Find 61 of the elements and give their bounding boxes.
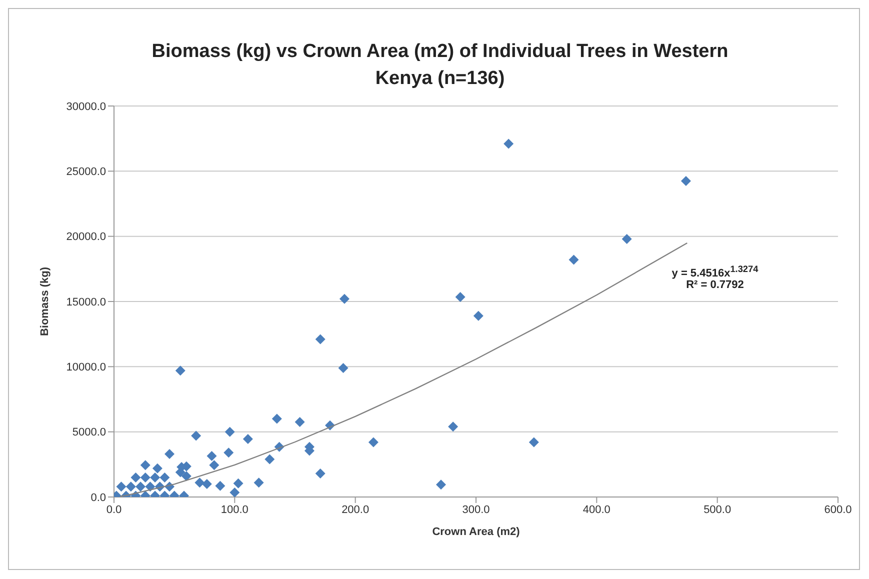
point bbox=[242, 434, 253, 444]
point bbox=[130, 472, 141, 482]
x-tick-label: 100.0 bbox=[220, 504, 248, 516]
point bbox=[680, 176, 691, 186]
y-tick-label: 0.0 bbox=[90, 492, 106, 504]
point bbox=[160, 472, 170, 482]
point bbox=[254, 478, 264, 488]
point bbox=[206, 450, 217, 461]
point bbox=[150, 472, 160, 482]
y-tick-label: 10000.0 bbox=[66, 362, 106, 374]
y-tick-label: 5000.0 bbox=[72, 426, 106, 439]
x-axis-title: Crown Area (m2) bbox=[432, 526, 520, 538]
point bbox=[436, 480, 446, 490]
x-tick-label: 500.0 bbox=[704, 504, 732, 516]
point bbox=[181, 471, 192, 482]
y-tick-label: 15000.0 bbox=[66, 296, 106, 308]
point bbox=[272, 414, 282, 424]
point bbox=[233, 478, 244, 488]
x-tick-label: 0.0 bbox=[106, 504, 122, 516]
point bbox=[448, 422, 458, 432]
point bbox=[215, 480, 226, 491]
point bbox=[315, 334, 326, 344]
point bbox=[224, 448, 234, 458]
point bbox=[152, 463, 162, 474]
point bbox=[339, 294, 350, 304]
point bbox=[230, 487, 240, 497]
point bbox=[136, 482, 146, 492]
point bbox=[315, 468, 326, 479]
point bbox=[126, 482, 136, 492]
point bbox=[194, 478, 205, 488]
point bbox=[473, 310, 484, 321]
point bbox=[224, 426, 235, 437]
annotation: R² = 0.7792 bbox=[685, 279, 745, 291]
point bbox=[368, 437, 378, 448]
point bbox=[338, 362, 348, 373]
y-tick-label: 30000.0 bbox=[66, 100, 106, 113]
x-tick-label: 400.0 bbox=[582, 504, 610, 516]
point bbox=[622, 234, 632, 244]
point bbox=[504, 138, 514, 149]
point bbox=[145, 482, 156, 492]
point bbox=[209, 460, 220, 470]
point bbox=[294, 417, 305, 428]
point bbox=[140, 472, 150, 482]
point bbox=[175, 366, 186, 376]
point bbox=[116, 482, 126, 492]
point bbox=[164, 448, 175, 459]
point bbox=[191, 430, 202, 441]
y-tick-label: 20000.0 bbox=[66, 231, 106, 244]
point bbox=[264, 454, 275, 464]
chart-title: Biomass (kg) vs Crown Area (m2) of Individual Trees in Western Kenya (n=136) bbox=[150, 40, 730, 91]
x-tick-label: 300.0 bbox=[462, 504, 490, 516]
point bbox=[140, 460, 150, 470]
point bbox=[202, 478, 212, 489]
point bbox=[455, 292, 466, 302]
x-tick-label: 600.0 bbox=[824, 504, 852, 516]
point bbox=[568, 254, 579, 265]
y-axis-title: Biomass (kg) bbox=[38, 266, 51, 336]
y-tick-label: 25000.0 bbox=[66, 166, 106, 178]
point bbox=[528, 437, 539, 448]
annotation: y = 5.4516x$^{1.3274}$ bbox=[670, 264, 760, 280]
x-tick-label: 200.0 bbox=[342, 504, 370, 516]
